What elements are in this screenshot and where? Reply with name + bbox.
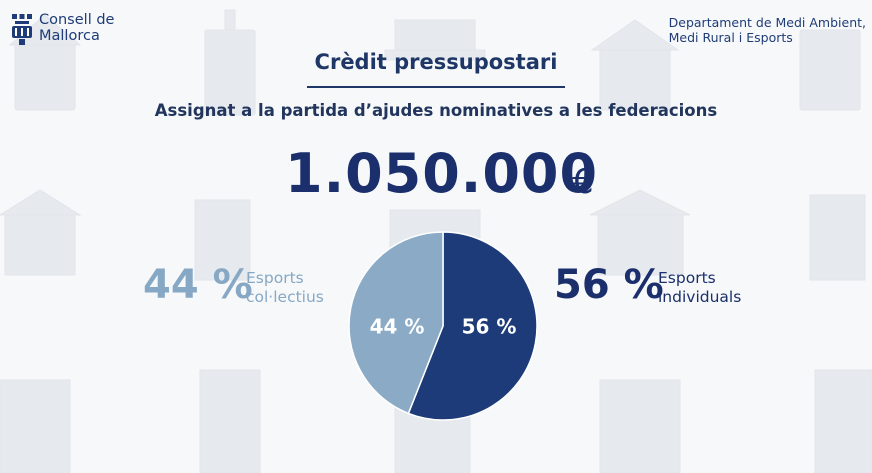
total-amount: 1.050.000	[285, 142, 599, 205]
individual-label: Esports individuals	[658, 269, 741, 307]
collective-label-line2: col·lectius	[246, 288, 324, 306]
department-name: Departament de Medi Ambient, Medi Rural …	[669, 15, 866, 45]
coat-of-arms-icon	[12, 14, 32, 45]
individual-percent: 56 %	[554, 262, 664, 308]
org-name-line2: Mallorca	[39, 28, 100, 44]
individual-label-line2: individuals	[658, 288, 742, 306]
page-subtitle: Assignat a la partida d’ajudes nominativ…	[154, 101, 718, 120]
pie-label-collective: 44 %	[370, 315, 425, 339]
pie-slice-individual	[407, 231, 538, 421]
collective-percent: 44 %	[143, 262, 253, 308]
title-underline	[307, 86, 565, 88]
consell-logo: Consell de Mallorca	[10, 12, 114, 46]
dept-line1: Departament de Medi Ambient,	[668, 15, 866, 30]
pie-chart: 44 % 56 %	[348, 231, 538, 421]
page-title: Crèdit pressupostari	[314, 50, 558, 74]
pie-label-individual: 56 %	[462, 315, 517, 339]
pie-slice-collective	[348, 231, 444, 415]
currency-symbol: €	[572, 162, 594, 202]
dept-line2: Medi Rural i Esports	[668, 30, 793, 45]
collective-label-line1: Esports	[246, 269, 304, 287]
org-name-line1: Consell de	[39, 12, 115, 28]
individual-label-line1: Esports	[658, 269, 716, 287]
collective-label: Esports col·lectius	[246, 269, 324, 307]
